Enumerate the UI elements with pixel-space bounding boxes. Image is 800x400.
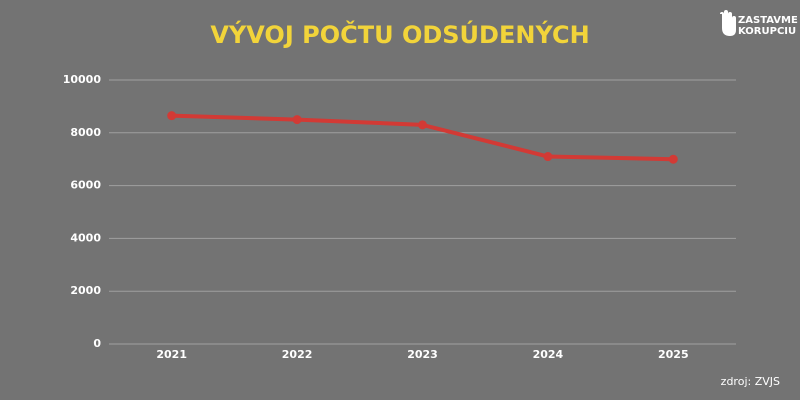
y-tick-label: 4000 xyxy=(70,231,101,244)
logo: ZASTAVME KORUPCIU xyxy=(720,10,798,37)
source-note: zdroj: ZVJS xyxy=(721,375,780,388)
y-tick-label: 8000 xyxy=(70,126,101,139)
y-tick-label: 2000 xyxy=(70,284,101,297)
x-tick-label: 2023 xyxy=(407,348,438,361)
x-tick-label: 2022 xyxy=(282,348,313,361)
logo-icon xyxy=(720,10,736,36)
data-point xyxy=(167,111,177,121)
x-tick-label: 2024 xyxy=(533,348,564,361)
x-tick-label: 2021 xyxy=(156,348,187,361)
data-point xyxy=(668,154,678,164)
y-tick-label: 0 xyxy=(93,337,101,350)
data-point xyxy=(543,152,553,162)
logo-text: ZASTAVME xyxy=(738,15,798,26)
y-tick-label: 10000 xyxy=(63,73,102,86)
logo-text: KORUPCIU xyxy=(738,26,796,37)
x-tick-label: 2025 xyxy=(658,348,689,361)
data-point xyxy=(292,115,302,125)
y-tick-label: 6000 xyxy=(70,179,101,192)
chart-title: VÝVOJ POČTU ODSÚDENÝCH xyxy=(210,19,589,49)
data-point xyxy=(418,120,427,130)
